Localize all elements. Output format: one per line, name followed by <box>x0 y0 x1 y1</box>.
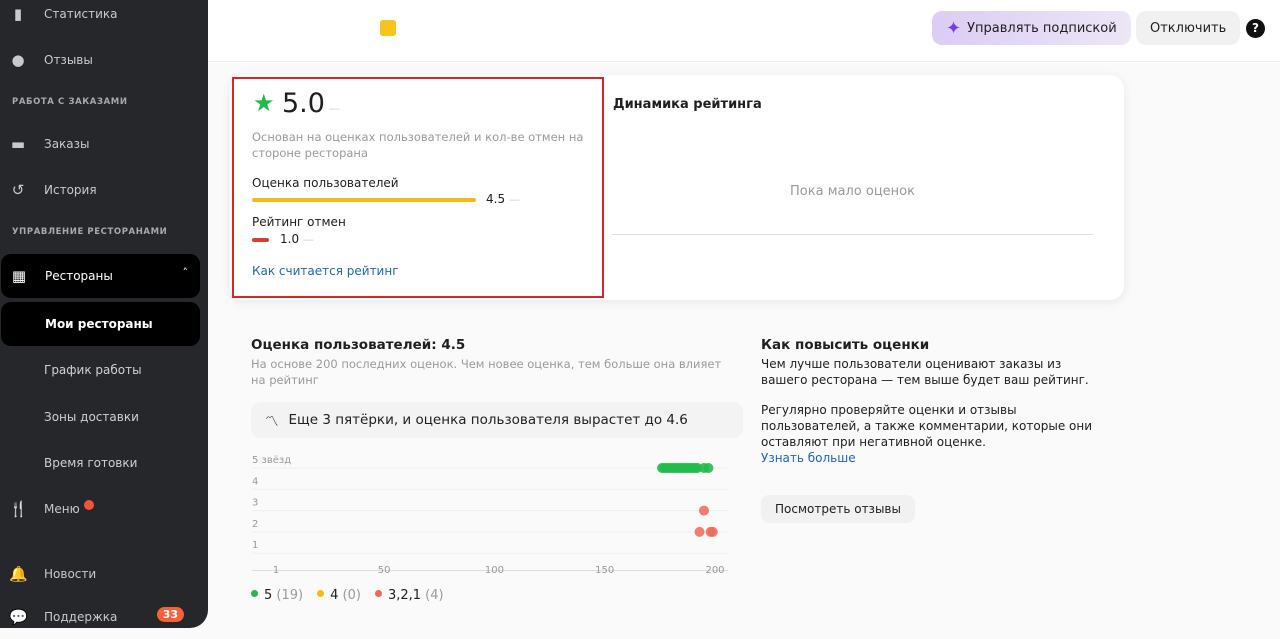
orders-icon: ▬ <box>10 135 26 153</box>
legend-item[interactable]: 3,2,1 (4) <box>374 588 444 603</box>
sidebar-item-history[interactable]: ↺ История <box>0 168 200 212</box>
sidebar-item-schedule[interactable]: График работы <box>44 363 142 377</box>
highlight-box <box>232 77 604 298</box>
dynamics-axis <box>612 234 1093 235</box>
legend-label: 4 <box>330 588 339 603</box>
notification-dot <box>83 500 94 510</box>
improve-p2: Регулярно проверяйте оценки и отзывы пол… <box>761 403 1093 449</box>
data-point <box>703 463 714 473</box>
fork-knife-icon: 🍴 <box>9 500 28 518</box>
dynamics-title: Динамика рейтинга <box>613 97 762 112</box>
topbar: ✦ Управлять подпиской Отключить ? <box>208 0 1280 62</box>
legend-count: (19) <box>276 588 304 603</box>
rating-value: 5.0 <box>282 88 325 119</box>
cancel-rating-bar <box>252 238 269 242</box>
review-star-icon: ● <box>11 51 25 69</box>
sidebar-item-menu[interactable]: 🍴 Меню <box>0 487 200 531</box>
chart-legend: 5 (19) 4 (0) 3,2,1 (4) <box>251 588 444 603</box>
rating-description: Основан на оценках пользователей и кол-в… <box>252 130 584 160</box>
sidebar-item-reviews[interactable]: ● Отзывы <box>0 38 200 82</box>
history-icon: ↺ <box>11 181 25 199</box>
legend-label: 5 <box>264 588 273 603</box>
y-tick-label: 1 <box>252 540 258 551</box>
legend-dot <box>251 590 258 597</box>
manage-subscription-button[interactable]: ✦ Управлять подпиской <box>932 11 1131 45</box>
logo <box>380 20 396 36</box>
support-badge: 33 <box>156 607 184 622</box>
cancel-rating-dash: — <box>303 233 314 246</box>
dynamics-empty: Пока мало оценок <box>790 184 915 199</box>
data-point <box>698 505 709 516</box>
section-restaurants: УПРАВЛЕНИЕ РЕСТОРАНАМИ <box>12 227 168 237</box>
user-rating-label: Оценка пользователей <box>252 176 399 190</box>
rating-card <box>230 75 1124 300</box>
sidebar: ▮ Статистика ● Отзывы РАБОТА С ЗАКАЗАМИ ▬ З… <box>0 0 208 628</box>
data-point <box>694 526 705 537</box>
user-scores-title: Оценка пользователей: 4.5 <box>251 337 466 353</box>
cancel-rating-label: Рейтинг отмен <box>252 215 346 229</box>
legend-item[interactable]: 5 (19) <box>251 588 303 603</box>
sidebar-item-orders[interactable]: ▬ Заказы <box>10 135 90 153</box>
disable-button[interactable]: Отключить <box>1136 11 1241 45</box>
rating-dash: — <box>329 102 340 115</box>
sidebar-item-restaurants[interactable]: ▦ Рестораны ˄ <box>1 254 200 298</box>
bar-chart-icon: ▮ <box>13 5 23 23</box>
improve-title: Как повысить оценки <box>761 337 930 353</box>
y-tick-label: 4 <box>252 476 258 487</box>
chevron-up-icon: ˄ <box>182 266 189 279</box>
data-point <box>707 526 718 537</box>
x-tick-label: 50 <box>378 565 391 576</box>
legend-dot <box>317 590 325 597</box>
x-tick-label: 150 <box>595 565 614 576</box>
chat-icon: 💬 <box>9 608 28 626</box>
user-rating-dash: — <box>509 193 520 206</box>
y-tick-label: 2 <box>252 519 258 530</box>
user-scores-subtitle: На основе 200 последних оценок. Чем нове… <box>251 357 722 387</box>
how-rating-link[interactable]: Как считается рейтинг <box>252 264 399 278</box>
learn-more-link[interactable]: Узнать больше <box>761 451 856 465</box>
user-rating-value: 4.5 <box>486 192 506 206</box>
bell-icon: 🔔 <box>9 565 28 583</box>
y-tick-label: 5 звёзд <box>252 455 291 466</box>
improve-p1: Чем лучше пользователи оценивают заказы … <box>761 357 1089 387</box>
trend-icon: 〽 <box>265 414 279 430</box>
legend-count: (4) <box>425 588 444 603</box>
sparkle-icon: ✦ <box>946 17 962 39</box>
hint-banner: 〽 Еще 3 пятёрки, и оценка пользователя вы… <box>251 402 743 438</box>
user-rating-bar <box>252 198 476 202</box>
cancel-rating-value: 1.0 <box>280 232 300 246</box>
star-icon: ★ <box>253 89 275 117</box>
help-icon[interactable]: ? <box>1246 19 1265 38</box>
x-tick-label: 100 <box>485 565 504 576</box>
sidebar-item-my-restaurants[interactable]: Мои рестораны <box>1 302 200 346</box>
sidebar-item-delivery-zones[interactable]: Зоны доставки <box>44 410 139 424</box>
x-tick-label: 200 <box>705 565 724 576</box>
legend-count: (0) <box>342 588 361 603</box>
legend-dot <box>374 590 382 597</box>
y-tick-label: 3 <box>252 498 258 509</box>
section-orders: РАБОТА С ЗАКАЗАМИ <box>12 97 128 107</box>
sidebar-item-support[interactable]: 💬 Поддержка 33 <box>0 595 200 639</box>
sidebar-item-news[interactable]: 🔔 Новости <box>9 565 97 583</box>
store-icon: ▦ <box>11 267 27 285</box>
view-reviews-button[interactable]: Посмотреть отзывы <box>761 495 915 523</box>
legend-item[interactable]: 4 (0) <box>317 588 361 603</box>
sidebar-item-cooking-time[interactable]: Время готовки <box>44 456 138 470</box>
legend-label: 3,2,1 <box>387 588 422 603</box>
x-tick-label: 1 <box>273 565 279 576</box>
sidebar-item-statistics[interactable]: ▮ Статистика <box>0 0 200 36</box>
